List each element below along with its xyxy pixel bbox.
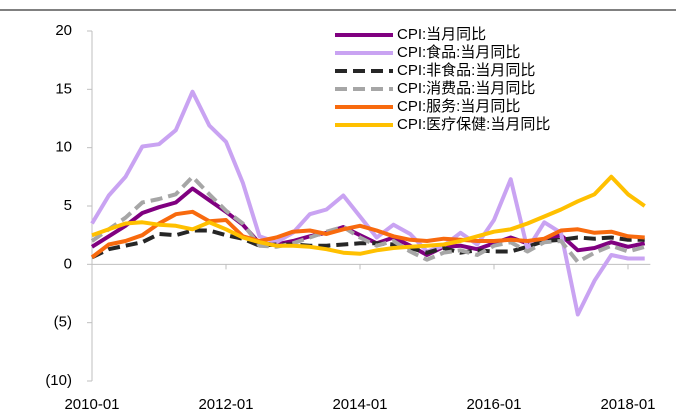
y-tick-label: 20 [55,22,72,39]
y-tick-label: 10 [55,139,72,156]
legend-label: CPI:消费品:当月同比 [397,80,535,97]
x-tick-label: 2014-01 [332,396,387,413]
legend-label: CPI:非食品:当月同比 [397,62,535,79]
series-line [91,174,646,256]
legend-label: CPI:服务:当月同比 [397,98,520,115]
series-line [90,209,645,259]
legend-label: CPI:食品:当月同比 [397,44,520,61]
x-tick-label: 2016-01 [466,396,521,413]
series-line [91,228,645,260]
legend-label: CPI:当月同比 [397,26,486,43]
x-tick-label: 2012-01 [198,396,253,413]
series-line [90,174,646,264]
y-tick-label: (10) [45,372,72,389]
y-tick-label: 15 [55,80,72,97]
y-tick-label: (5) [54,314,72,331]
legend-label: CPI:医疗保健:当月同比 [397,116,550,133]
y-tick-label: 0 [64,255,72,272]
y-tick-label: 5 [64,197,72,214]
x-tick-label: 2018-01 [600,396,655,413]
series-line [90,186,646,257]
x-tick-label: 2010-01 [64,396,119,413]
